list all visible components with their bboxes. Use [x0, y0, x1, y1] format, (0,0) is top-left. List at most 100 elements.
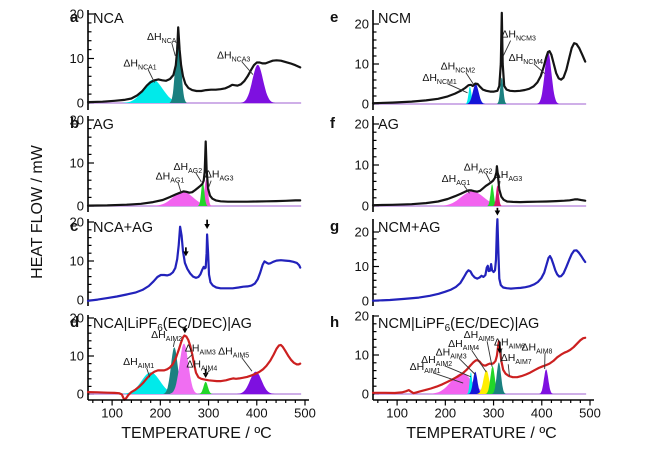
x-axis: 100 200 300 400 500 TEMPERATURE / ºC [88, 399, 316, 442]
label-NCA2: ΔHNCA2 [147, 31, 180, 45]
leader-line [171, 42, 176, 56]
y-tick-label: 10 [70, 51, 84, 66]
y-axis-title: HEAT FLOW / mW [29, 144, 46, 279]
fill-dH-AG3 [493, 185, 502, 206]
leader-line [500, 348, 502, 363]
panel-title-g: NCM+AG [378, 220, 440, 236]
x-axis: 100 200 300 400 500 TEMPERATURE / ºC [373, 399, 601, 442]
panel-title-a: NCA [93, 11, 124, 27]
curve-g [371, 218, 587, 302]
panel-title-b: AG [93, 117, 114, 133]
x-tick-label: 400 [246, 406, 268, 421]
label-AIM8: ΔHAIM8 [521, 341, 552, 355]
y-tick-label: 20 [355, 309, 369, 324]
fill-dH-AIM5 [237, 371, 275, 394]
fill-dH-AG2 [197, 181, 208, 206]
label-AIM7: ΔHAIM7 [501, 352, 532, 366]
label-AG1: ΔHAG1 [156, 170, 185, 184]
leader-line [241, 61, 254, 75]
y-tick-label: 20 [70, 311, 84, 326]
x-tick-label: 500 [579, 406, 601, 421]
leader-line [207, 180, 212, 189]
y-tick-label: 0 [362, 294, 369, 309]
y-tick-label: 10 [70, 349, 84, 364]
label-AIM5: ΔHAIM5 [218, 345, 249, 359]
leader-line [465, 72, 474, 85]
y-tick-label: 0 [77, 199, 84, 214]
column-left: 01020ΔHNCA1ΔHNCA2ΔHNCA3NCAa01020ΔHAG1ΔHA… [29, 7, 316, 443]
x-tick-label: 300 [483, 406, 505, 421]
leader-line [204, 370, 211, 376]
leader-line [502, 40, 512, 57]
label-NCM3: ΔHNCM3 [501, 29, 536, 43]
label-NCM1: ΔHNCM1 [422, 72, 457, 86]
marker-arrowhead [182, 328, 188, 334]
y-tick-label: 10 [355, 259, 369, 274]
y-tick-label: 0 [77, 387, 84, 402]
label-NCM2: ΔHNCM2 [441, 61, 476, 75]
panel-title-f: AG [378, 117, 399, 133]
fill-dH-AIM4 [198, 381, 213, 394]
y-tick-label: 10 [70, 156, 84, 171]
curve-a [86, 26, 302, 104]
label-AG1: ΔHAG1 [442, 173, 471, 187]
label-AG2: ΔHAG2 [174, 161, 203, 175]
label-AG3: ΔHAG3 [494, 169, 523, 183]
label-AIM5: ΔHAIM5 [464, 329, 495, 343]
marker-arrowhead [202, 373, 209, 379]
y-tick-label: 0 [77, 96, 84, 111]
leader-line [533, 63, 545, 74]
fill-dH-NCA3 [240, 64, 275, 103]
y-tick-label: 20 [355, 17, 369, 32]
label-AG3: ΔHAG3 [205, 169, 234, 183]
y-tick-label: 0 [77, 293, 84, 308]
label-NCA3: ΔHNCA3 [217, 50, 250, 64]
leader-line [471, 349, 487, 373]
label-AIM4: ΔHAIM4 [448, 338, 479, 352]
label-AIM6: ΔHAIM6 [494, 337, 525, 351]
leader-line [444, 365, 472, 378]
y-tick-label: 20 [355, 225, 369, 240]
y-tick-label: 10 [355, 158, 369, 173]
leader-line [241, 357, 253, 372]
fill-dH-NCM4 [537, 52, 559, 104]
fill-dH-NCM2 [466, 84, 485, 104]
x-tick-label: 200 [434, 406, 456, 421]
fill-dH-NCA2 [169, 30, 187, 103]
label-AIM3: ΔHAIM3 [185, 342, 216, 356]
fill-dH-AIM3 [468, 371, 483, 394]
panel-title-c: NCA+AG [93, 220, 153, 236]
leader-line [172, 340, 176, 347]
panel-title-d: NCA|LiPF6(EC/DEC)|AG [93, 316, 252, 334]
panel-letter-g: g [330, 218, 339, 235]
y-tick-label: 0 [362, 199, 369, 214]
marker-arrowhead [494, 210, 501, 216]
y-tick-label: 10 [355, 348, 369, 363]
x-tick-label: 100 [101, 406, 123, 421]
curve-d [86, 334, 302, 401]
label-AIM2: ΔHAIM2 [421, 354, 452, 368]
x-tick-label: 200 [149, 406, 171, 421]
y-tick-label: 10 [70, 254, 84, 269]
x-axis-title: TEMPERATURE / ºC [121, 425, 271, 442]
leader-line [486, 341, 493, 367]
y-tick-label: 20 [70, 215, 84, 230]
panel-g: 0 10 20 NCM+AG g [330, 207, 587, 309]
y-tick-label: 20 [355, 117, 369, 132]
marker-arrowhead [204, 224, 210, 230]
leader-line [485, 173, 492, 183]
panel-letter-h: h [330, 314, 339, 331]
curve-e [371, 11, 587, 105]
curve-b [86, 140, 302, 207]
fill-dH-AG1 [150, 191, 216, 206]
panel-title-h: NCM|LiPF6(EC/DEC)|AG [378, 316, 539, 334]
y-tick-label: 0 [362, 97, 369, 112]
label-AIM4: ΔHAIM4 [186, 358, 217, 372]
label-AIM3: ΔHAIM3 [436, 346, 467, 360]
leader-line [146, 367, 151, 378]
